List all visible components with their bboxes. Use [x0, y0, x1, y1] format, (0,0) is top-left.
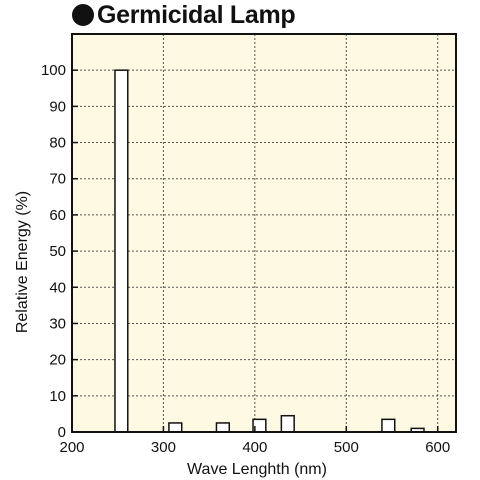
- y-tick-label: 40: [49, 279, 66, 296]
- x-tick-label: 200: [59, 439, 84, 456]
- y-tick-label: 70: [49, 171, 66, 188]
- bar: [168, 422, 183, 433]
- y-tick-label: 30: [49, 315, 66, 332]
- y-tick-label: 10: [49, 388, 66, 405]
- y-tick-label: 20: [49, 352, 66, 369]
- bullet-icon: [72, 4, 94, 26]
- y-tick-label: 60: [49, 207, 66, 224]
- chart-title: Germicidal Lamp: [72, 0, 296, 30]
- bar: [114, 69, 129, 433]
- y-tick-label: 80: [49, 135, 66, 152]
- y-axis-label: Relative Energy (%): [14, 191, 31, 333]
- x-tick-label: 600: [425, 439, 450, 456]
- x-tick-label: 400: [242, 439, 267, 456]
- bar: [215, 422, 231, 433]
- x-tick-label: 500: [334, 439, 359, 456]
- bar: [280, 414, 295, 433]
- y-tick-label: 90: [49, 98, 66, 115]
- y-tick-label: 100: [41, 62, 66, 79]
- x-axis-label: Wave Lenghth (nm): [187, 461, 327, 478]
- plot-frame: [71, 33, 457, 433]
- plot-area: [72, 34, 456, 432]
- y-tick-label: 0: [58, 424, 66, 441]
- bar: [381, 418, 396, 433]
- y-tick-label: 50: [49, 243, 66, 260]
- chart-title-text: Germicidal Lamp: [97, 0, 296, 29]
- x-tick-label: 300: [151, 439, 176, 456]
